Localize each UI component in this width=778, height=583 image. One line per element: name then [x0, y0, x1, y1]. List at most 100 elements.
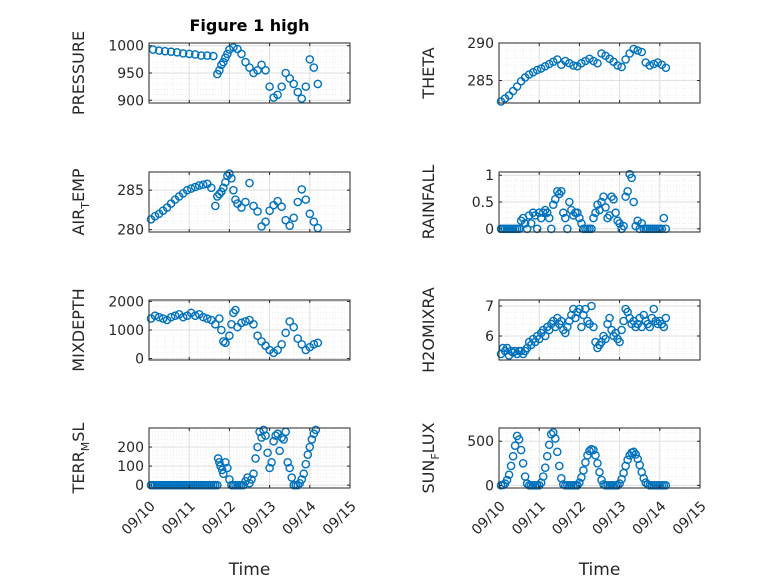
y-axis-label: SUNFLUX	[419, 422, 442, 493]
data-point	[555, 461, 564, 471]
data-point	[659, 213, 669, 223]
data-point	[198, 312, 208, 322]
data-point	[629, 197, 638, 207]
data-point	[557, 186, 566, 196]
data-point	[559, 208, 568, 218]
data-point	[583, 451, 592, 460]
data-point	[219, 337, 228, 346]
y-axis-label-main: TERR	[69, 451, 88, 494]
data-point	[591, 451, 600, 460]
data-point	[283, 457, 292, 467]
data-point	[617, 325, 626, 335]
y-axis-label-main: RAINFALL	[419, 165, 438, 240]
data-point	[565, 197, 574, 207]
data-point	[194, 181, 204, 190]
y-tick-label: 900	[117, 93, 144, 109]
data-point	[287, 473, 297, 482]
data-point	[249, 201, 258, 211]
data-point	[190, 50, 200, 59]
data-point	[313, 79, 323, 89]
data-point	[247, 475, 256, 484]
data-point	[639, 473, 649, 483]
data-point	[659, 322, 669, 332]
y-axis-label: PRESSURE	[69, 31, 88, 115]
data-point	[225, 331, 234, 341]
data-point	[150, 311, 160, 321]
data-point	[275, 446, 284, 456]
data-point	[589, 322, 598, 332]
y-axis-label-subscript: T	[79, 202, 92, 210]
y-tick-label: 280	[117, 223, 144, 239]
data-point	[229, 185, 238, 195]
data-point	[645, 322, 655, 332]
y-tick-label: 100	[117, 459, 144, 475]
data-point	[223, 49, 232, 59]
data-point	[293, 197, 303, 207]
data-point	[601, 334, 610, 344]
data-point	[577, 219, 586, 228]
data-point	[285, 221, 295, 230]
data-point	[540, 463, 550, 473]
data-point	[190, 182, 200, 192]
subplot-air_temp: 280 285 AIRTEMP	[69, 168, 351, 239]
data-point	[269, 437, 278, 446]
data-point	[508, 348, 518, 357]
data-point	[285, 317, 295, 326]
data-point	[601, 203, 610, 212]
subplot-rainfall: 0 0.5 1 RAINFALL	[419, 165, 701, 240]
y-tick-label: 0	[135, 478, 144, 494]
data-point	[579, 466, 588, 475]
data-point	[170, 311, 180, 321]
data-point	[267, 457, 276, 467]
data-point	[198, 180, 208, 189]
axes-box	[148, 171, 351, 233]
data-point	[221, 338, 230, 348]
data-point	[661, 481, 671, 490]
y-tick-label: 290	[467, 36, 494, 52]
data-point	[597, 197, 606, 207]
data-point	[154, 46, 164, 55]
data-point	[313, 338, 323, 348]
data-point	[522, 479, 532, 488]
data-point	[202, 314, 212, 323]
data-point	[510, 441, 520, 450]
data-point	[211, 201, 220, 211]
data-point	[557, 316, 566, 326]
data-point	[627, 173, 636, 183]
y-axis-label-main: AIR	[69, 209, 88, 236]
data-point	[577, 322, 586, 332]
data-point	[520, 219, 530, 228]
x-axis-label: Time	[578, 560, 621, 580]
data-point	[661, 313, 671, 323]
data-point	[661, 63, 671, 73]
data-point	[305, 442, 315, 452]
data-point	[265, 206, 274, 215]
data-point	[227, 174, 236, 183]
data-point	[615, 337, 624, 347]
data-point	[219, 469, 228, 479]
data-point	[219, 57, 228, 67]
subplot-h2omixra: 6 7 H2OMIXRA	[419, 287, 701, 373]
y-axis-label-main: PRESSURE	[69, 31, 88, 115]
data-point	[575, 213, 584, 223]
data-point	[178, 312, 188, 322]
data-point	[609, 195, 618, 204]
y-axis-label: MIXDEPTH	[69, 288, 88, 371]
data-point	[516, 445, 526, 455]
data-point	[245, 63, 254, 72]
data-point	[154, 312, 164, 322]
data-point	[202, 51, 212, 60]
data-point	[293, 480, 303, 490]
data-point	[215, 457, 224, 467]
data-point	[215, 65, 224, 75]
data-point	[536, 213, 546, 223]
y-tick-label: 0.5	[472, 195, 494, 211]
y-tick-label: 2000	[108, 294, 144, 310]
data-point	[311, 425, 321, 435]
data-point	[623, 186, 632, 196]
data-point	[237, 203, 246, 212]
y-tick-label: 1	[485, 168, 494, 184]
data-point	[297, 475, 307, 484]
data-point	[285, 74, 295, 83]
data-point	[307, 435, 317, 444]
